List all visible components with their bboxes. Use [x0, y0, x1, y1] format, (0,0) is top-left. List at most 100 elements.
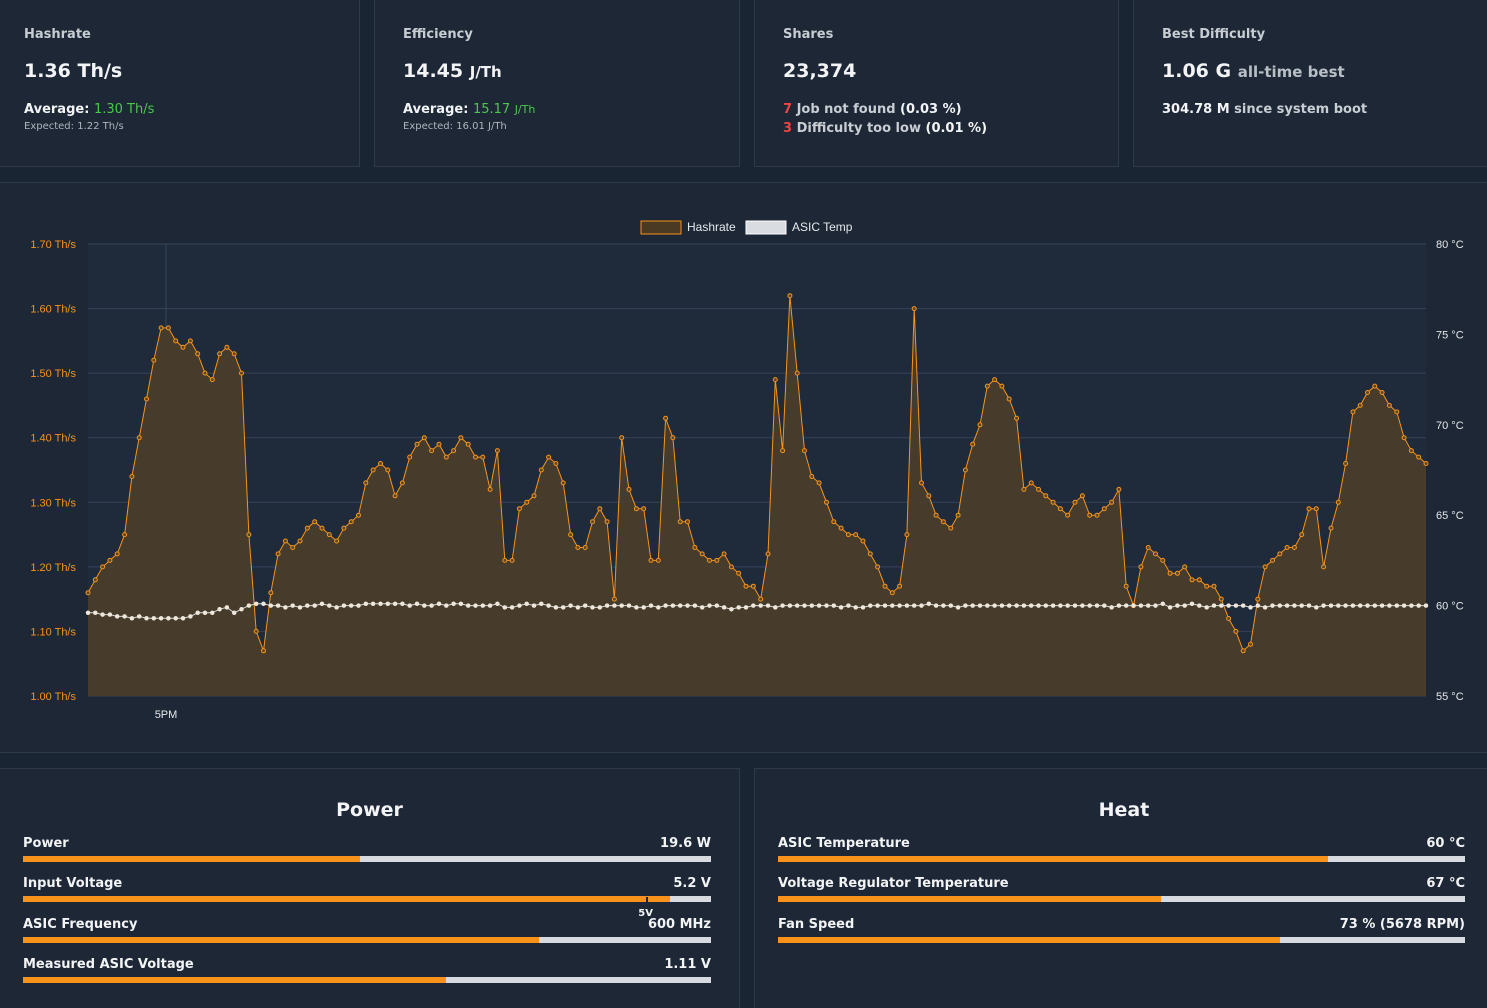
asic-temp-point [1094, 603, 1100, 608]
hashrate-point [867, 551, 873, 557]
asic-temp-point [1350, 603, 1356, 608]
asic-temp-point [721, 605, 727, 610]
hashrate-point [575, 545, 581, 550]
series-hashrate-area [88, 295, 1426, 696]
hashrate-point [173, 338, 179, 344]
since-boot-value: 304.78 M [1162, 102, 1230, 117]
hashrate-point [816, 480, 822, 486]
hashrate-point [531, 493, 537, 499]
asic-temp-point [663, 603, 668, 608]
hashrate-point [1116, 486, 1122, 492]
asic-temp-point [1167, 605, 1173, 610]
efficiency-number: 14.45 [403, 60, 464, 82]
hashrate-point [1394, 409, 1400, 415]
asic-temp-point [502, 605, 508, 610]
hashrate-point [641, 506, 647, 512]
hashrate-point [129, 474, 135, 479]
hashrate-card: Hashrate 1.36 Th/s Average: 1.30 Th/s Ex… [0, 0, 360, 167]
hashrate-point [750, 583, 756, 589]
gauge-value: 600 MHz [647, 917, 711, 932]
asic-temp-point [568, 603, 573, 608]
asic-temp-point [1248, 605, 1253, 610]
hashrate-point [334, 538, 340, 544]
hashrate-point [677, 519, 683, 525]
gauge-value: 5.2 V [673, 876, 711, 891]
asic-temp-point [1036, 603, 1041, 608]
asic-temp-point [860, 605, 866, 610]
hashrate-point [1057, 506, 1063, 512]
asic-temp-point [1153, 603, 1158, 608]
hashrate-point [809, 474, 815, 479]
hashrate-point [85, 590, 91, 596]
asic-temp-point [1182, 603, 1187, 608]
hashrate-point [984, 383, 990, 389]
hashrate-point [824, 499, 829, 505]
hashrate-point [794, 370, 800, 376]
hashrate-point [743, 583, 749, 589]
hashrate-point [633, 506, 639, 512]
hashrate-point [728, 564, 734, 570]
asic-temp-point [634, 605, 639, 610]
gauge-track [23, 856, 711, 862]
gauge-asic-frequency: ASIC Frequency 600 MHz [23, 917, 711, 947]
asic-temp-point [524, 601, 529, 607]
hashrate-point [1240, 648, 1246, 654]
hashrate-point [889, 590, 895, 596]
hashrate-point [940, 519, 946, 525]
hashrate-point [465, 441, 471, 447]
hashrate-point [1123, 583, 1129, 589]
hashrate-point [553, 461, 559, 466]
hashrate-point [736, 570, 742, 576]
hashrate-temp-chart[interactable]: 1.70 Th/s 1.60 Th/s 1.50 Th/s 1.40 Th/s 1.30… [0, 183, 1487, 754]
asic-temp-point [1416, 603, 1421, 608]
asic-temp-point [1262, 605, 1268, 610]
hashrate-point [114, 551, 120, 557]
asic-temp-point [1321, 603, 1326, 608]
asic-temp-point [612, 603, 617, 608]
asic-temp-point [363, 601, 369, 607]
hashrate-point [421, 435, 427, 441]
asic-temp-point [93, 610, 98, 616]
gauge-value: 60 °C [1426, 836, 1465, 851]
hashrate-point [1138, 564, 1144, 570]
legend-swatch-asic-temp [745, 220, 787, 235]
hashrate-point [231, 351, 237, 357]
gauge-measured-asic-voltage: Measured ASIC Voltage 1.11 V [23, 957, 711, 987]
hashrate-point [1306, 506, 1312, 512]
asic-temp-point [1123, 603, 1129, 608]
asic-temp-point [414, 601, 420, 607]
efficiency-value: 14.45 J/Th [403, 60, 502, 82]
best-difficulty-value: 1.06 G all-time best [1162, 60, 1345, 82]
shares-reject-difficulty-too-low: 3 Difficulty too low (0.01 %) [783, 121, 987, 136]
y-right-tick-label: 75 °C [1436, 329, 1464, 341]
asic-temp-point [619, 603, 624, 608]
asic-temp-point [992, 603, 997, 608]
hashrate-point [92, 577, 98, 583]
hashrate-point [399, 480, 405, 486]
asic-temp-point [465, 603, 471, 608]
asic-temp-point [948, 603, 954, 608]
hashrate-point [663, 415, 669, 421]
hashrate-point [1094, 512, 1100, 518]
hashrate-point [502, 557, 508, 563]
asic-temp-point [816, 603, 822, 608]
asic-temp-point [1145, 603, 1151, 608]
asic-temp-point [911, 603, 917, 608]
hashrate-point [451, 448, 457, 454]
hashrate-point [538, 467, 544, 473]
gauge-fill [778, 896, 1162, 902]
hashrate-average-value: 1.30 Th/s [93, 102, 155, 117]
hashrate-point [516, 506, 522, 512]
asic-temp-point [933, 603, 939, 608]
asic-temp-point [970, 603, 975, 608]
best-difficulty-since-boot: 304.78 M since system boot [1162, 102, 1367, 117]
hashrate-point [838, 525, 844, 531]
reject2-label: Difficulty too low [796, 121, 921, 136]
hashrate-point [619, 435, 625, 441]
hashrate-point [999, 383, 1005, 389]
asic-temp-point [729, 606, 734, 612]
asic-temp-point [1006, 603, 1012, 608]
hashrate-point [363, 480, 369, 486]
asic-temp-point [370, 601, 376, 607]
y-left-tick-label: 1.00 Th/s [30, 691, 76, 703]
